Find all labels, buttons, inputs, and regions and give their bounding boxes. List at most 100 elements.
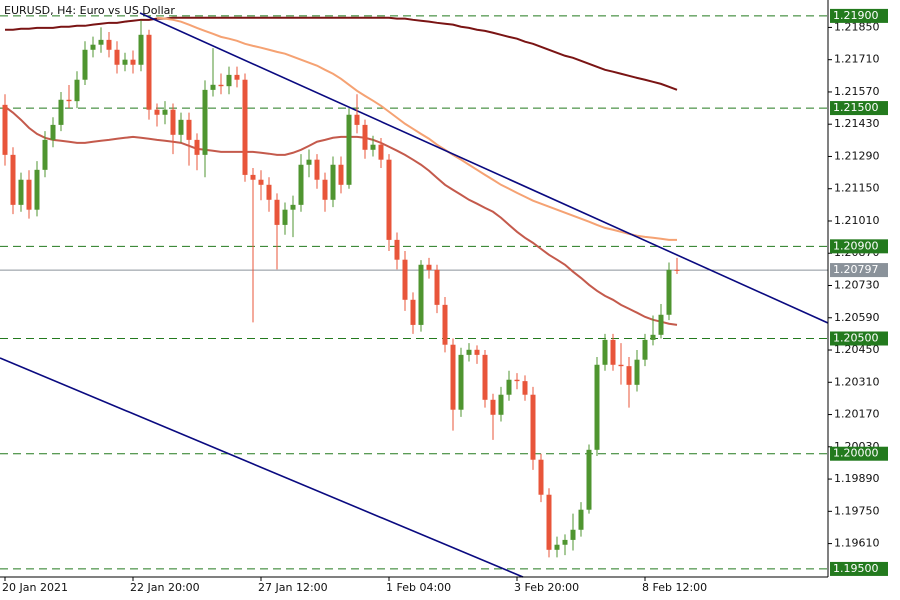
candle-body <box>386 159 392 240</box>
y-tick-label: 1.20450 <box>834 343 880 356</box>
candle-body <box>402 259 408 300</box>
level-label-box <box>830 331 888 346</box>
candle-body <box>290 204 296 210</box>
candle-body <box>434 269 440 305</box>
candle-body <box>10 154 16 205</box>
y-tick-label: 1.20170 <box>834 408 880 421</box>
level-label-box <box>830 239 888 254</box>
candle-body <box>26 179 32 210</box>
y-tick-label: 1.21850 <box>834 20 880 33</box>
price-label: 1.20797 <box>833 263 879 276</box>
candle-body <box>218 84 224 87</box>
candle-body <box>570 529 576 540</box>
candle-body <box>466 349 472 355</box>
candle-body <box>66 99 72 102</box>
y-tick-label: 1.21710 <box>834 53 880 66</box>
candle-body <box>346 114 352 185</box>
candle-body <box>42 139 48 170</box>
moving-average <box>4 105 678 326</box>
candle-body <box>498 394 504 415</box>
candle-body <box>154 109 160 115</box>
candle-body <box>186 119 192 140</box>
candle-body <box>194 139 200 155</box>
candle-body <box>602 339 608 365</box>
level-label-box <box>830 101 888 116</box>
candle-body <box>58 99 64 125</box>
candle-body <box>162 109 168 115</box>
level-label: 1.21500 <box>833 101 879 114</box>
candles <box>2 20 680 558</box>
candle-body <box>18 179 24 205</box>
candle-body <box>578 509 584 530</box>
candle-body <box>2 104 8 155</box>
candle-body <box>266 184 272 200</box>
candle-body <box>546 494 552 550</box>
candle-body <box>370 144 376 150</box>
candle-body <box>666 269 672 315</box>
candle-body <box>554 544 560 550</box>
x-tick-label: 3 Feb 20:00 <box>514 581 579 594</box>
candle-body <box>50 124 56 140</box>
y-tick-label: 1.21150 <box>834 182 880 195</box>
y-tick-label: 1.21570 <box>834 85 880 98</box>
candle-body <box>122 59 128 65</box>
level-label: 1.20000 <box>833 447 879 460</box>
candle-body <box>250 174 256 180</box>
levels <box>0 15 828 570</box>
candle-body <box>674 269 680 271</box>
candle-body <box>314 159 320 180</box>
candle-body <box>298 164 304 205</box>
candle-body <box>178 119 184 135</box>
moving-average <box>5 16 678 91</box>
price-label-box <box>830 263 888 278</box>
moving-average <box>156 16 677 241</box>
level-label-box <box>830 561 888 576</box>
candle-body <box>338 164 344 185</box>
candle-body <box>442 304 448 345</box>
level-label: 1.20900 <box>833 239 879 252</box>
candle-body <box>170 109 176 135</box>
moving-averages <box>4 16 678 326</box>
candle-body <box>354 114 360 125</box>
candle-body <box>82 49 88 80</box>
x-tick-label: 1 Feb 04:00 <box>386 581 451 594</box>
level-label: 1.19500 <box>833 562 879 575</box>
y-tick-label: 1.19890 <box>834 472 880 485</box>
candle-body <box>410 299 416 325</box>
candle-body <box>114 49 120 65</box>
y-tick-label: 1.21010 <box>834 214 880 227</box>
candle-body <box>34 169 40 210</box>
candle-body <box>98 39 104 45</box>
candle-body <box>474 349 480 355</box>
level-label-box <box>830 446 888 461</box>
axes: 1.21850 1.21710 1.21570 1.21430 1.21290 1.211… <box>2 8 888 594</box>
candle-body <box>538 459 544 495</box>
candle-body <box>490 399 496 415</box>
candle-body <box>530 394 536 460</box>
y-tick-label: 1.21290 <box>834 149 880 162</box>
y-tick-label: 1.21430 <box>834 117 880 130</box>
candle-body <box>634 359 640 385</box>
candle-body <box>138 34 144 65</box>
candle-body <box>282 209 288 225</box>
candle-body <box>146 34 152 110</box>
candle-body <box>322 179 328 200</box>
trend-line <box>0 357 524 578</box>
candle-body <box>594 364 600 450</box>
candle-body <box>242 79 248 175</box>
candle-body <box>458 354 464 410</box>
candle-body <box>210 84 216 90</box>
candle-body <box>418 264 424 325</box>
y-tick-label: 1.20310 <box>834 375 880 388</box>
candle-body <box>130 59 136 65</box>
candle-body <box>642 339 648 360</box>
candle-body <box>330 164 336 200</box>
candle-body <box>226 74 232 87</box>
y-tick-label: 1.19610 <box>834 537 880 550</box>
x-tick-label: 8 Feb 12:00 <box>642 581 707 594</box>
candle-body <box>274 199 280 225</box>
candle-body <box>650 334 656 340</box>
candle-body <box>450 344 456 410</box>
level-label: 1.21900 <box>833 9 879 22</box>
